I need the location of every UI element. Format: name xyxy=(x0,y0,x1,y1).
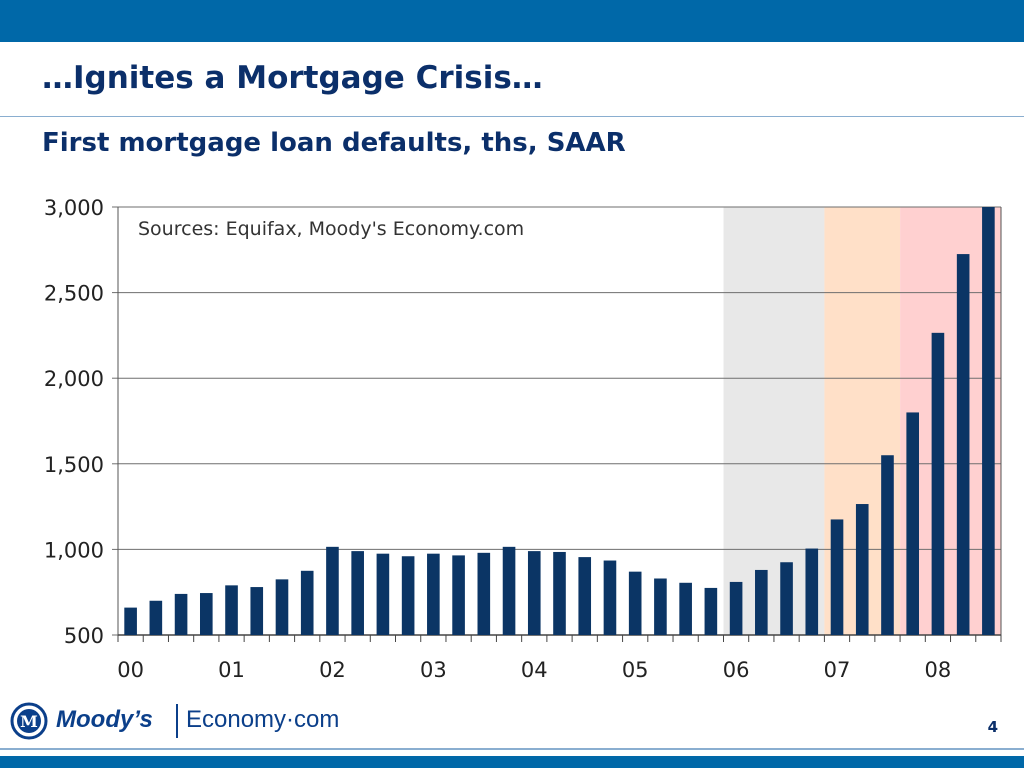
bar-2006Q1 xyxy=(729,581,743,635)
bar-chart: 500 1,000 1,500 2,000 2,500 3,000 00 01 02 03 04 05… xyxy=(44,196,1002,682)
bar-2004Q2 xyxy=(553,551,566,635)
bar-2003Q3 xyxy=(477,552,491,635)
x-tick-label: 08 xyxy=(925,658,952,682)
bar-2003Q4 xyxy=(502,546,516,635)
logo-divider xyxy=(176,704,178,738)
svg-text:M: M xyxy=(20,712,38,731)
y-tick-label: 1,000 xyxy=(44,538,104,562)
bar-2000Q1 xyxy=(124,607,137,635)
footer-divider xyxy=(0,748,1024,750)
x-tick-label: 05 xyxy=(622,658,649,682)
x-tick-label: 07 xyxy=(824,658,851,682)
moodys-seal-icon: M xyxy=(10,702,48,740)
x-tick-label: 06 xyxy=(723,658,750,682)
bar-2001Q3 xyxy=(275,579,289,635)
bar-2001Q2 xyxy=(250,587,264,635)
x-tick-label: 02 xyxy=(319,658,346,682)
bar-2004Q1 xyxy=(527,551,541,635)
bar-2005Q4 xyxy=(704,587,718,635)
bar-2008Q1 xyxy=(931,332,945,635)
bar-2001Q4 xyxy=(300,570,314,635)
x-tick-label: 01 xyxy=(218,658,245,682)
y-tick-label: 500 xyxy=(64,624,104,648)
bar-2003Q2 xyxy=(452,555,465,635)
x-tick-label: 00 xyxy=(117,658,144,682)
logo-brand-text: Moody’s xyxy=(56,706,153,733)
bar-2001Q1 xyxy=(225,585,238,635)
bottom-banner xyxy=(0,756,1024,768)
bar-2002Q4 xyxy=(401,556,415,635)
bar-2002Q2 xyxy=(351,551,364,635)
bar-2007Q3 xyxy=(881,455,894,635)
sources-annotation: Sources: Equifax, Moody's Economy.com xyxy=(138,218,524,240)
bar-2002Q1 xyxy=(326,546,339,635)
bar-2007Q1 xyxy=(830,519,844,635)
bar-2007Q2 xyxy=(855,504,869,635)
bar-2006Q4 xyxy=(805,548,819,635)
bar-2003Q1 xyxy=(427,553,440,635)
bar-2004Q3 xyxy=(578,557,592,635)
moodys-economy-logo: M Moody’s Economy·com xyxy=(10,700,390,742)
bar-2005Q2 xyxy=(654,578,667,635)
top-banner xyxy=(0,0,1024,42)
x-tick-label: 04 xyxy=(521,658,548,682)
logo-product-text: Economy·com xyxy=(186,706,340,733)
bar-2008Q3 xyxy=(982,207,995,635)
bar-2000Q4 xyxy=(199,593,213,635)
x-tick-label: 03 xyxy=(420,658,447,682)
bar-2008Q2 xyxy=(956,254,970,635)
bar-2005Q3 xyxy=(679,582,692,635)
y-tick-label: 3,000 xyxy=(44,196,104,220)
bar-2004Q4 xyxy=(603,560,617,635)
bar-2007Q4 xyxy=(906,412,920,635)
page-number: 4 xyxy=(987,718,998,736)
chart-title: First mortgage loan defaults, ths, SAAR xyxy=(42,128,626,158)
y-tick-label: 1,500 xyxy=(44,453,104,477)
bar-2006Q2 xyxy=(755,569,768,635)
y-tick-label: 2,000 xyxy=(44,367,104,391)
bar-2002Q3 xyxy=(376,553,390,635)
bar-2000Q3 xyxy=(174,593,188,635)
slide-title: …Ignites a Mortgage Crisis… xyxy=(42,60,543,96)
bar-2005Q1 xyxy=(628,571,642,635)
y-tick-label: 2,500 xyxy=(44,282,104,306)
bar-2006Q3 xyxy=(780,562,793,635)
bar-2000Q2 xyxy=(149,600,163,635)
title-divider xyxy=(0,116,1024,117)
